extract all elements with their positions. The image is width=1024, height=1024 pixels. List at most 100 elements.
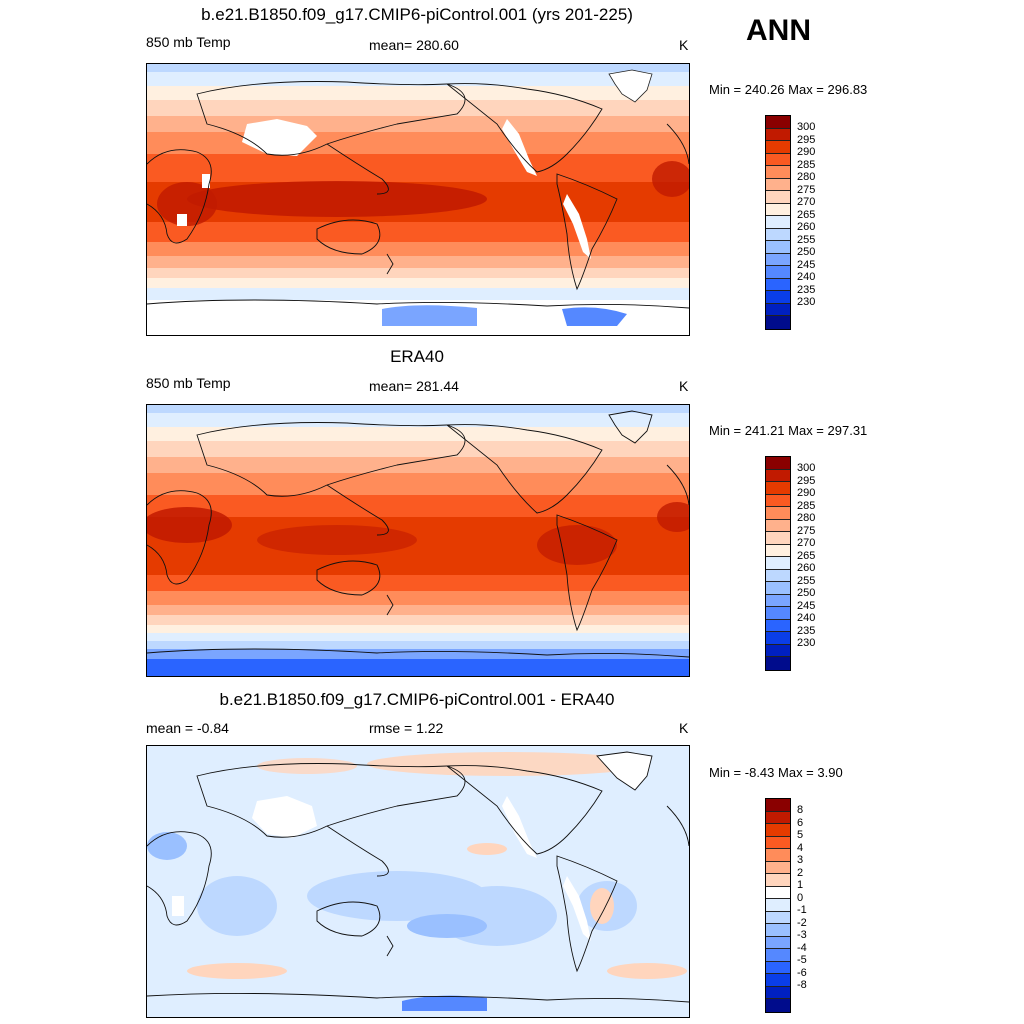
- colorbar-swatch: [766, 316, 790, 329]
- colorbar-tick: 270: [797, 537, 816, 549]
- colorbar-tick: 295: [797, 475, 816, 487]
- rockies-mask: [502, 796, 537, 858]
- colorbar-swatch: [766, 532, 790, 545]
- band: [147, 268, 689, 278]
- band: [147, 222, 689, 242]
- andes-mask: [563, 876, 591, 941]
- colorbar-swatch: [766, 469, 790, 483]
- colorbar-tick: 6: [797, 817, 804, 829]
- colorbar-swatch: [766, 594, 790, 608]
- colorbar-swatch: [766, 482, 790, 495]
- colorbar-tick: 235: [797, 625, 816, 637]
- band: [147, 649, 689, 659]
- colorbar-swatch: [766, 544, 790, 558]
- band: [147, 605, 689, 615]
- colorbar-swatch: [766, 874, 790, 887]
- panel-1-colorbar: [765, 115, 791, 330]
- colorbar-swatch: [766, 128, 790, 142]
- colorbar-swatch: [766, 986, 790, 1000]
- band: [147, 154, 689, 182]
- panel-3-mean-label: mean = -0.84: [146, 720, 229, 736]
- colorbar-swatch: [766, 657, 790, 670]
- panel-2-minmax: Min = 241.21 Max = 297.31: [709, 423, 868, 438]
- colorbar-tick: -3: [797, 929, 807, 941]
- warm-core: [537, 525, 617, 565]
- colorbar-swatch: [766, 886, 790, 900]
- panel-3-minmax: Min = -8.43 Max = 3.90: [709, 765, 843, 780]
- cold-region: [562, 307, 627, 326]
- colorbar-swatch: [766, 216, 790, 229]
- colorbar-swatch: [766, 824, 790, 837]
- warm-core: [157, 182, 217, 226]
- colorbar-tick: 300: [797, 462, 816, 474]
- colorbar-swatch: [766, 519, 790, 533]
- band: [147, 659, 689, 676]
- colorbar-tick: 280: [797, 171, 816, 183]
- panel-2-title: ERA40: [390, 347, 444, 366]
- colorbar-tick: 230: [797, 637, 816, 649]
- colorbar-swatch: [766, 494, 790, 508]
- band: [147, 100, 689, 116]
- band: [147, 641, 689, 649]
- colorbar-swatch: [766, 999, 790, 1012]
- colorbar-tick: 2: [797, 867, 804, 879]
- colorbar-tick: -2: [797, 917, 807, 929]
- colorbar-swatch: [766, 607, 790, 620]
- panel-2-map-svg: [147, 405, 689, 676]
- panel-1-map: [146, 63, 690, 336]
- panel-3-units: K: [679, 720, 689, 736]
- panel-1-variable-label: 850 mb Temp: [146, 34, 231, 50]
- band: [147, 278, 689, 288]
- band: [147, 72, 689, 86]
- colorbar-swatch: [766, 949, 790, 962]
- colorbar-swatch: [766, 936, 790, 950]
- colorbar-tick: 250: [797, 246, 816, 258]
- panel-1-title: b.e21.B1850.f09_g17.CMIP6-piControl.001 …: [201, 5, 633, 24]
- colorbar-tick: 1: [797, 879, 804, 891]
- colorbar-tick: 285: [797, 500, 816, 512]
- colorbar-tick: -8: [797, 979, 807, 991]
- panel-2-mean-label: mean= 281.44: [369, 378, 459, 394]
- colorbar-swatch: [766, 582, 790, 595]
- colorbar-swatch: [766, 278, 790, 292]
- season-label: ANN: [746, 14, 811, 47]
- colorbar-tick: 240: [797, 612, 816, 624]
- colorbar-swatch: [766, 253, 790, 267]
- positive-anomaly: [590, 888, 614, 924]
- tibet-mask: [242, 119, 317, 156]
- colorbar-swatch: [766, 961, 790, 975]
- positive-anomaly: [257, 758, 357, 774]
- panel-1-units: K: [679, 37, 689, 53]
- negative-anomaly: [407, 914, 487, 938]
- africa-mask: [202, 174, 210, 188]
- cold-region: [382, 305, 477, 326]
- colorbar-swatch: [766, 203, 790, 217]
- colorbar-tick: 5: [797, 829, 804, 841]
- panel-1-colorbar-ticks: 300 295 290 285 280 275 270 265 260 255 …: [797, 115, 837, 328]
- colorbar-tick: 265: [797, 550, 816, 562]
- coastlines: [147, 751, 689, 1003]
- panel-3-rmse-label: rmse = 1.22: [369, 720, 444, 736]
- warm-core: [187, 181, 487, 217]
- panel-1-map-svg: [147, 64, 689, 335]
- africa-mask: [177, 214, 187, 226]
- colorbar-swatch: [766, 241, 790, 254]
- panel-1-mean-label: mean= 280.60: [369, 37, 459, 53]
- band: [147, 473, 689, 495]
- colorbar-tick: 290: [797, 146, 816, 158]
- positive-anomaly: [367, 752, 647, 776]
- band: [147, 615, 689, 625]
- colorbar-tick: 250: [797, 587, 816, 599]
- band: [147, 427, 689, 441]
- band: [147, 495, 689, 517]
- band: [147, 633, 689, 641]
- band: [147, 591, 689, 605]
- coastlines: [147, 410, 689, 658]
- colorbar-swatch: [766, 178, 790, 192]
- colorbar-swatch: [766, 228, 790, 242]
- band: [147, 242, 689, 256]
- colorbar-tick: 260: [797, 221, 816, 233]
- colorbar-swatch: [766, 153, 790, 167]
- coastlines: [147, 81, 689, 309]
- colorbar-swatch: [766, 141, 790, 154]
